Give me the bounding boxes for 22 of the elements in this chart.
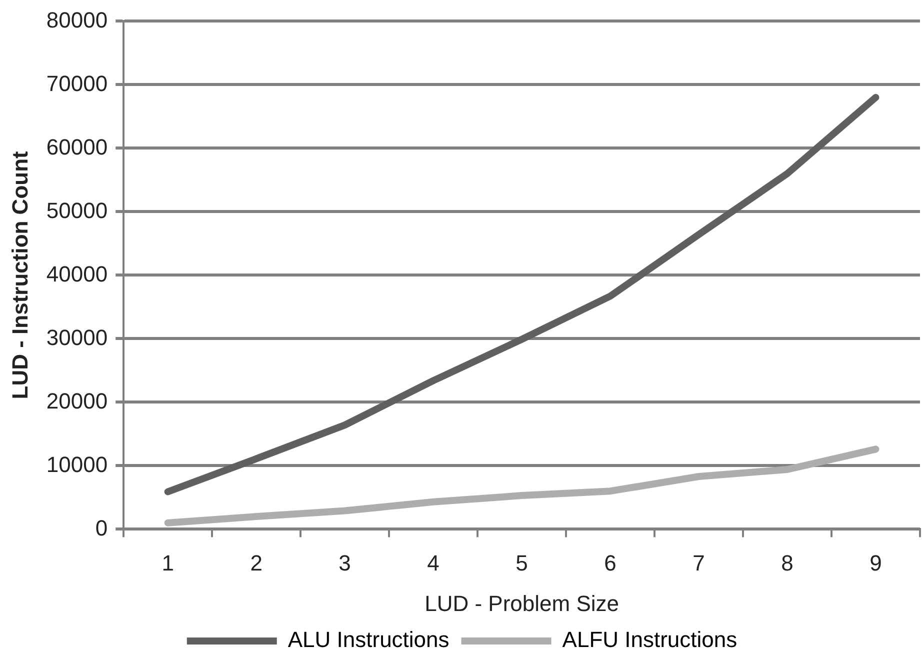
y-tick-label: 80000 bbox=[46, 7, 108, 32]
x-tick-label: 3 bbox=[338, 550, 351, 576]
y-tick-label: 50000 bbox=[46, 198, 108, 223]
x-tick-label: 2 bbox=[250, 550, 262, 576]
x-axis-title: LUD - Problem Size bbox=[424, 590, 619, 616]
y-tick-label: 10000 bbox=[46, 452, 108, 477]
x-tick-label: 5 bbox=[516, 550, 528, 576]
x-tick-label: 1 bbox=[162, 550, 174, 576]
y-tick-label: 70000 bbox=[46, 70, 108, 96]
x-tick-label: 7 bbox=[692, 550, 705, 576]
y-tick-label: 60000 bbox=[46, 134, 108, 160]
x-tick-label: 6 bbox=[604, 550, 616, 576]
y-axis-title: LUD - Instruction Count bbox=[7, 150, 32, 400]
y-tick-label: 20000 bbox=[46, 388, 108, 414]
x-tick-label: 4 bbox=[427, 550, 440, 576]
legend-label: ALFU Instructions bbox=[562, 627, 738, 652]
x-tick-label: 9 bbox=[870, 550, 882, 576]
legend-label: ALU Instructions bbox=[288, 627, 450, 652]
x-tick-label: 8 bbox=[781, 550, 794, 576]
y-tick-label: 0 bbox=[95, 515, 108, 540]
y-tick-label: 30000 bbox=[46, 324, 108, 350]
y-tick-label: 40000 bbox=[46, 261, 108, 286]
